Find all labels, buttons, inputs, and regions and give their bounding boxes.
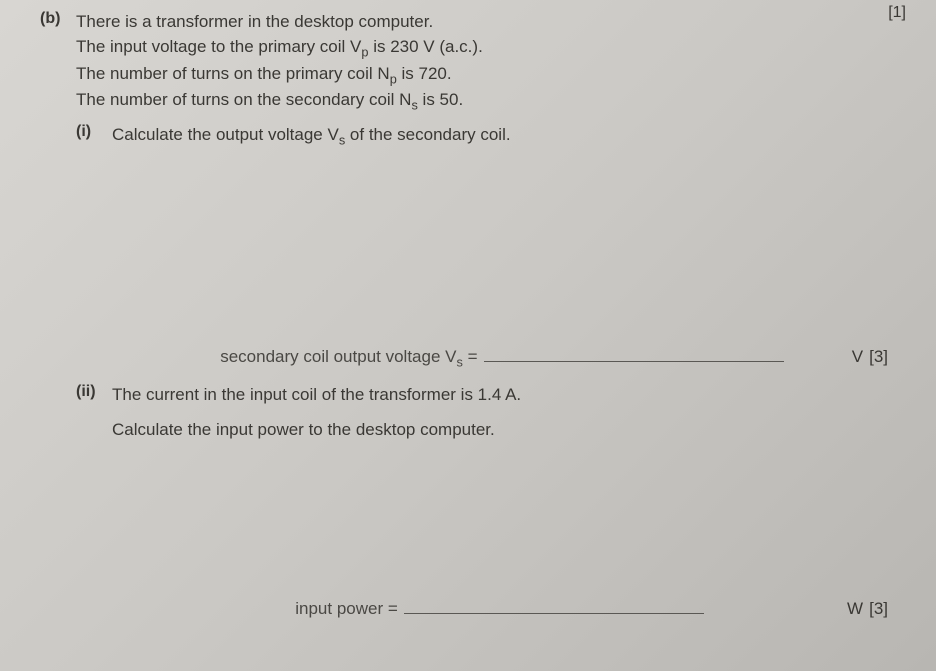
workspace-i: [40, 150, 896, 340]
qii-answer-prefix: input power =: [295, 599, 398, 619]
qi-answer-line: [484, 344, 784, 362]
qii-answer-line: [404, 596, 704, 614]
qii-answer-row: input power = W [3]: [40, 596, 896, 619]
qi-label: (i): [76, 123, 112, 150]
qii-line1: The current in the input coil of the tra…: [112, 383, 896, 408]
workspace-ii: [40, 442, 896, 592]
intro-line-1: The input voltage to the primary coil Vp…: [76, 35, 896, 62]
qii-unit: W: [847, 599, 863, 619]
part-b-label: (b): [40, 10, 76, 115]
intro-line-0: There is a transformer in the desktop co…: [76, 10, 896, 35]
intro-line-3: The number of turns on the secondary coi…: [76, 88, 896, 115]
part-b-block: (b) There is a transformer in the deskto…: [40, 10, 896, 619]
qi-answer-prefix: secondary coil output voltage Vs =: [220, 347, 477, 369]
question-ii-row: (ii) The current in the input coil of th…: [76, 383, 896, 442]
top-right-marks: [1]: [888, 4, 906, 22]
qii-marks: [3]: [869, 599, 888, 619]
qi-unit: V: [852, 347, 863, 367]
qi-marks: [3]: [869, 347, 888, 367]
question-i-row: (i) Calculate the output voltage Vs of t…: [76, 123, 896, 150]
intro-line-2: The number of turns on the primary coil …: [76, 62, 896, 89]
qi-answer-row: secondary coil output voltage Vs = V [3]: [40, 344, 896, 369]
qii-label: (ii): [76, 383, 112, 442]
qii-line2: Calculate the input power to the desktop…: [112, 418, 896, 443]
qi-text: Calculate the output voltage Vs of the s…: [112, 123, 896, 150]
